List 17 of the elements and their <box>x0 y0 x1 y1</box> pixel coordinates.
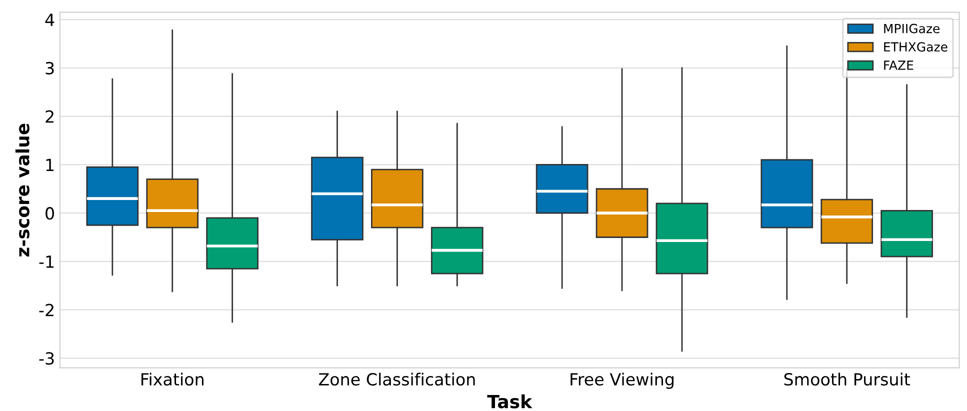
y-tick-label: 1 <box>46 158 54 172</box>
y-tick-label: 0 <box>46 207 54 220</box>
y-tick-label: -3 <box>39 352 54 365</box>
legend-label: FAZE <box>884 60 914 70</box>
y-tick-label: -2 <box>39 304 54 316</box>
legend-label: MPIIGaze <box>884 24 940 34</box>
legend-label: ETHXGaze <box>884 42 948 52</box>
y-tick-label: 4 <box>45 14 54 26</box>
y-tick-label: 3 <box>46 62 54 75</box>
x-axis-title: Task <box>487 394 532 408</box>
y-tick-label: 2 <box>46 110 54 123</box>
x-tick-label: Zone Classification <box>318 372 475 386</box>
x-tick-label: Free Viewing <box>570 372 674 389</box>
x-tick-label: Fixation <box>142 372 204 386</box>
x-tick-label: Smooth Pursuit <box>784 372 910 386</box>
y-tick-label: -1 <box>39 256 54 268</box>
y-axis-title: z-score value <box>15 124 30 257</box>
